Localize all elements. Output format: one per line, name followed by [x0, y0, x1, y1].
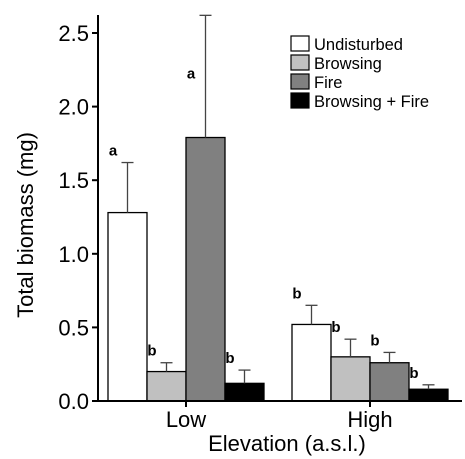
- legend-swatch: [290, 73, 310, 90]
- bar: [408, 388, 449, 402]
- y-tick-label: 1.5: [58, 168, 89, 193]
- bar: [330, 356, 371, 402]
- significance-letter: b: [409, 365, 418, 382]
- significance-letter: a: [109, 143, 118, 160]
- bar: [185, 136, 226, 402]
- significance-letter: b: [292, 285, 301, 302]
- y-tick-label: 2.0: [58, 95, 89, 120]
- legend-swatch: [290, 54, 310, 71]
- legend-label: Browsing + Fire: [314, 93, 429, 111]
- significance-letter: a: [187, 65, 196, 82]
- legend-swatch: [290, 92, 310, 109]
- y-axis-title: Total biomass (mg): [13, 132, 38, 318]
- y-tick-label: 2.5: [58, 21, 89, 46]
- legend-label: Browsing: [314, 55, 382, 73]
- significance-letter: b: [225, 350, 234, 367]
- significance-letter: b: [370, 332, 379, 349]
- x-tick-label: High: [347, 407, 392, 432]
- bar: [369, 362, 410, 402]
- significance-letter: b: [147, 343, 156, 360]
- significance-letter: b: [331, 319, 340, 336]
- x-axis-title: Elevation (a.s.l.): [208, 431, 366, 456]
- y-tick-label: 0.0: [58, 389, 89, 414]
- legend-swatch: [290, 35, 310, 52]
- bar: [107, 211, 148, 402]
- x-tick-label: Low: [166, 407, 206, 432]
- bar: [224, 382, 265, 402]
- bar: [291, 323, 332, 402]
- legend-label: Fire: [314, 74, 342, 92]
- bar: [146, 370, 187, 402]
- y-tick-label: 0.5: [58, 315, 89, 340]
- legend-label: Undisturbed: [314, 36, 403, 54]
- y-tick-label: 1.0: [58, 242, 89, 267]
